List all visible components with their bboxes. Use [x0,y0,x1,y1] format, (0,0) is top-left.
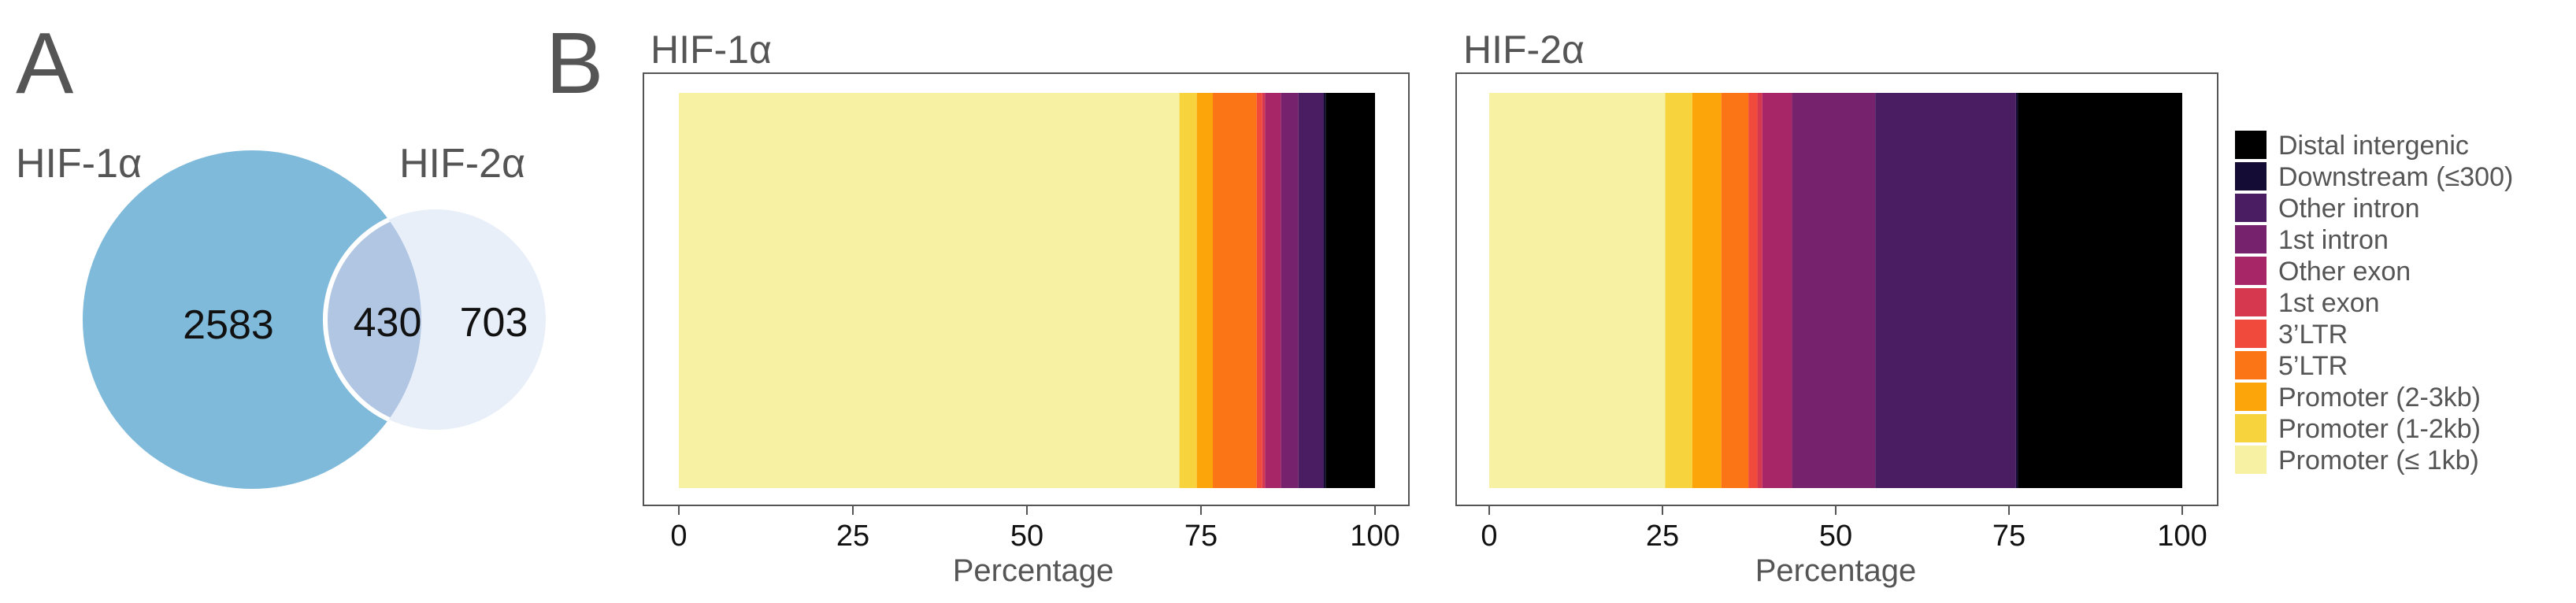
x-tick-label: 100 [1350,520,1399,553]
bar-segment-other-exon [1762,93,1792,488]
bar-segment-3-ltr [1748,93,1758,488]
legend-swatch-promoter-2-3kb [2235,383,2267,411]
legend-label-promoter-1kb: Promoter (≤ 1kb) [2278,446,2479,475]
bar-segment-promoter-1kb [1489,93,1666,488]
bar-segment-other-intron [1875,93,2016,488]
x-tick-label: 25 [836,520,869,553]
legend-swatch-promoter-1-2kb [2235,414,2267,442]
legend-label-promoter-1-2kb: Promoter (1-2kb) [2278,414,2481,444]
bar-segment-1st-exon [1757,93,1762,488]
bar-segment-promoter-1-2kb [1665,93,1692,488]
chart-title: HIF-2α [1463,28,1585,72]
legend-swatch-distal-intergenic [2235,131,2267,159]
venn-set2-label: HIF-2α [399,141,525,187]
venn-set1-label: HIF-1α [16,141,142,187]
legend-swatch-other-intron [2235,194,2267,222]
legend-swatch-other-exon [2235,257,2267,285]
x-axis-ticks: 0 25 50 75 100 [1481,505,2207,553]
x-tick-label: 50 [1010,520,1043,553]
bar-segment-downstream-300 [1323,93,1326,488]
venn-overlap-count: 430 [354,300,422,346]
legend-label-1st-intron: 1st intron [2278,225,2389,255]
x-tick-label: 50 [1819,520,1852,553]
legend-label-1st-exon: 1st exon [2278,288,2380,318]
bar-segment-1st-intron [1792,93,1876,488]
legend-label-other-exon: Other exon [2278,257,2411,287]
legend-swatch-3-ltr [2235,320,2267,348]
venn-panel: A HIF-1α HIF-2α 2583 430 703 [16,15,546,489]
panel-label-b: B [546,15,603,112]
legend-swatch-5-ltr [2235,351,2267,379]
bar-segment-promoter-1kb [679,93,1180,488]
bar-segment-promoter-2-3kb [1196,93,1214,488]
panel-label-a: A [16,15,74,112]
legend-swatch-1st-intron [2235,225,2267,253]
x-tick-label: 75 [1184,520,1218,553]
x-axis-label: Percentage [1755,553,1917,588]
bar-segment-1st-intron [1281,93,1299,488]
chart-title: HIF-1α [650,28,772,72]
legend-swatch-promoter-1kb [2235,446,2267,474]
stacked-bar-chart-hif1a: HIF-1α 0 25 50 75 100 Percentage [643,28,1410,588]
x-tick-label: 0 [1481,520,1497,553]
bar-segments [1489,93,2182,488]
x-tick-label: 0 [670,520,687,553]
bar-segment-other-exon [1265,93,1281,488]
bar-segment-distal-intergenic [1325,93,1375,488]
bar-segment-1st-exon [1262,93,1266,488]
legend-label-5-ltr: 5’LTR [2278,351,2348,381]
bar-segments [679,93,1375,488]
venn-overlap-outline [323,207,421,432]
legend-swatch-downstream-300 [2235,162,2267,191]
venn-overlap [325,209,421,430]
bar-segment-3-ltr [1256,93,1262,488]
bar-segment-distal-intergenic [2018,93,2182,488]
legend-label-3-ltr: 3’LTR [2278,320,2348,350]
legend-label-distal-intergenic: Distal intergenic [2278,131,2469,161]
bar-segment-promoter-2-3kb [1692,93,1722,488]
venn-set2-only-count: 703 [460,300,528,346]
legend-label-downstream-300: Downstream (≤300) [2278,162,2513,192]
bar-segment-promoter-1-2kb [1179,93,1197,488]
legend-label-promoter-2-3kb: Promoter (2-3kb) [2278,383,2481,412]
x-axis-label: Percentage [953,553,1114,588]
x-tick-label: 25 [1646,520,1679,553]
bar-segment-5-ltr [1721,93,1749,488]
bar-segment-5-ltr [1213,93,1257,488]
stacked-bar-chart-hif2a: HIF-2α 0 25 50 75 100 Percentage [1455,28,2218,588]
bar-segment-other-intron [1298,93,1324,488]
bar-segment-downstream-300 [2015,93,2018,488]
venn-set1-only-count: 2583 [183,302,274,348]
legend-swatch-1st-exon [2235,288,2267,316]
legend-label-other-intron: Other intron [2278,194,2420,224]
x-tick-label: 100 [2157,520,2207,553]
x-axis-ticks: 0 25 50 75 100 [670,505,1400,553]
venn-circle-hif1a [83,150,421,489]
x-tick-label: 75 [1992,520,2026,553]
